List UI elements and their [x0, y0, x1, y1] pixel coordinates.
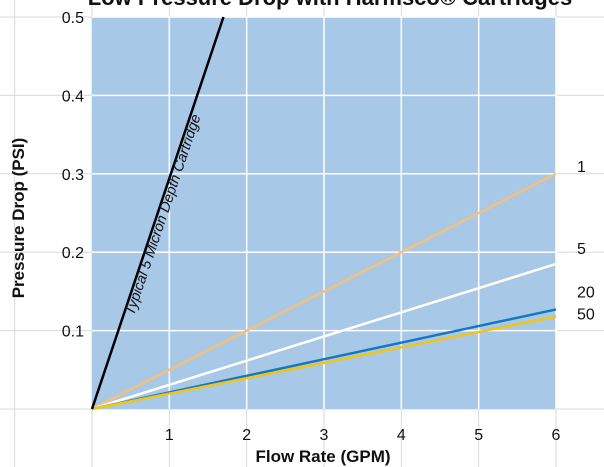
x-tick-label: 6	[552, 427, 561, 444]
series-line-5	[91, 262, 557, 411]
y-axis-title: Pressure Drop (PSI)	[9, 138, 28, 299]
labels-layer: 1 2 3 4 5 6 0.1 0.2 0.3 0.4 0.5 1 5 20 50	[62, 10, 595, 444]
x-tick-label: 2	[242, 427, 251, 444]
series-line-50	[91, 315, 557, 411]
series-label-20: 20	[577, 284, 595, 301]
y-tick-label: 0.4	[62, 88, 84, 105]
y-tick-label: 0.5	[62, 10, 84, 27]
series-layer	[90, 16, 557, 411]
x-tick-label: 5	[474, 427, 483, 444]
y-tick-label: 0.1	[62, 324, 84, 341]
x-axis-title: Flow Rate (GPM)	[255, 447, 390, 466]
series-line-1	[91, 172, 557, 411]
series-label-1: 1	[577, 159, 586, 176]
x-tick-label: 1	[165, 427, 174, 444]
reference-line	[90, 16, 225, 410]
series-label-50: 50	[577, 306, 595, 323]
x-tick-label: 3	[320, 427, 329, 444]
y-tick-label: 0.2	[62, 245, 84, 262]
x-tick-label: 4	[397, 427, 406, 444]
chart-title: Low Pressure Drop with Harmsco® Cartridg…	[88, 0, 572, 10]
series-label-5: 5	[577, 241, 586, 258]
y-tick-label: 0.3	[62, 167, 84, 184]
